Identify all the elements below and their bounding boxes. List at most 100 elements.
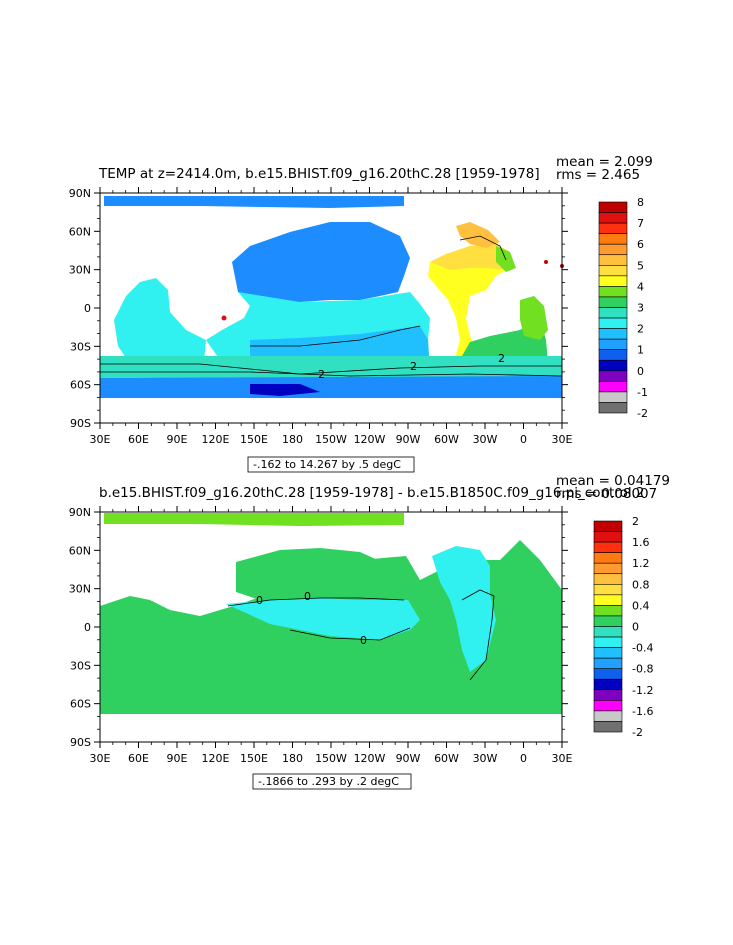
contour-label: 0 <box>360 634 367 647</box>
colorbar-swatch <box>593 636 623 648</box>
colorbar-swatch <box>598 328 628 340</box>
lat-label: 30N <box>69 264 91 277</box>
contour-label: 2 <box>410 360 417 373</box>
labrador-sea-region <box>456 222 500 248</box>
panel-2-map: 0 0 0 <box>100 513 562 714</box>
colorbar-swatch <box>598 391 628 403</box>
colorbar-swatch <box>593 710 623 722</box>
colorbar-label: -1 <box>637 386 648 399</box>
colorbar-label: 7 <box>637 217 644 230</box>
colorbar-swatch <box>593 678 623 691</box>
lon-label: 150W <box>315 433 347 446</box>
colorbar-label: 8 <box>637 196 644 209</box>
colorbar-label: 1.6 <box>632 536 650 549</box>
colorbar-swatch <box>598 381 628 393</box>
lon-label: 0 <box>520 752 527 765</box>
colorbar-swatch <box>593 668 623 680</box>
deep-cold-patch <box>250 384 320 396</box>
lon-label: 30E <box>552 433 573 446</box>
lon-label: 60W <box>434 433 459 446</box>
panel-2-rms: rms = 0.08007 <box>556 486 657 502</box>
contour-line <box>250 325 421 347</box>
colorbar-label: 0.8 <box>632 578 650 591</box>
lon-label: 60E <box>128 433 149 446</box>
panel-1: TEMP at z=2414.0m, b.e15.BHIST.f09_g16.2… <box>69 154 653 473</box>
colorbar-swatch <box>593 562 623 575</box>
lat-label: 90S <box>70 736 91 749</box>
contour-label: 2 <box>318 368 325 381</box>
lon-label: 30E <box>90 433 111 446</box>
panel-2-axes: 30E 60E 90E 120E 150E 180 150W 120W 90W 60W 30W 0 30… <box>69 506 573 765</box>
panel-1-info-box <box>247 456 415 473</box>
lon-label: 60E <box>128 752 149 765</box>
colorbar-swatch <box>593 689 623 701</box>
lat-label: 60S <box>70 698 91 711</box>
lon-label: 150E <box>240 752 268 765</box>
colorbar-swatch <box>593 594 623 606</box>
colorbar-swatch <box>593 626 623 638</box>
east-atlantic-region <box>520 296 548 340</box>
colorbar-label: -0.4 <box>632 642 653 655</box>
colorbar-label: -1.2 <box>632 684 653 697</box>
lon-label: 30E <box>552 752 573 765</box>
colorbar-label: 0.4 <box>632 599 650 612</box>
colorbar-label: -2 <box>637 407 648 420</box>
lat-label: 30S <box>70 659 91 672</box>
lat-label: 30N <box>69 583 91 596</box>
colorbar-swatch <box>598 222 628 234</box>
lat-label: 60S <box>70 379 91 392</box>
colorbar-label: 5 <box>637 259 644 272</box>
colorbar-label: 3 <box>637 302 644 315</box>
colorbar-swatch <box>593 531 623 543</box>
colorbar-swatch <box>598 307 628 319</box>
north-atlantic-region <box>430 244 510 270</box>
colorbar-swatch <box>598 201 628 213</box>
colorbar-swatch <box>598 264 628 277</box>
lat-label: 0 <box>84 621 91 634</box>
atlantic-warm-region <box>428 244 510 362</box>
contour-line <box>289 627 411 641</box>
contour-line <box>100 363 562 375</box>
lon-label: 60W <box>434 752 459 765</box>
colorbar-label: 1.2 <box>632 557 650 570</box>
colorbar-swatch <box>593 583 623 596</box>
contour-label: 0 <box>256 594 263 607</box>
colorbar-swatch <box>593 657 623 670</box>
atlantic-anomaly-region <box>432 546 496 672</box>
colorbar-swatch <box>598 349 628 361</box>
north-pacific-region <box>232 222 410 304</box>
colorbar-label: 0 <box>632 621 639 634</box>
lat-label: 90N <box>69 506 91 519</box>
lat-label: 90S <box>70 417 91 430</box>
lon-label: 0 <box>520 433 527 446</box>
contour-line <box>100 371 563 377</box>
colorbar-swatch <box>593 552 623 564</box>
lon-label: 180 <box>282 752 303 765</box>
panel-2-mean: mean = 0.04179 <box>556 473 670 489</box>
panel-2-contour-info: -.1866 to .293 by .2 degC <box>258 775 399 788</box>
contour-line <box>227 597 405 607</box>
colorbar-swatch <box>593 721 623 733</box>
lon-label: 150W <box>315 752 347 765</box>
panel-2-colorbar: 2 1.6 1.2 0.8 0.4 0 -0.4 -0.8 -1.2 -1.6 -2 <box>593 515 653 739</box>
lon-label: 90E <box>167 752 188 765</box>
colorbar-swatch <box>593 700 623 712</box>
colorbar-swatch <box>598 338 628 350</box>
lat-label: 0 <box>84 302 91 315</box>
panel-1-map: 2 2 2 <box>100 196 564 398</box>
colorbar-swatch <box>593 647 623 659</box>
red-spot-indo <box>221 315 227 321</box>
colorbar-swatch <box>598 212 628 224</box>
colorbar-swatch <box>598 286 628 298</box>
contour-line <box>459 235 507 261</box>
tropical-pacific-region <box>226 598 420 640</box>
colorbar-label: -0.8 <box>632 663 653 676</box>
lon-label: 120E <box>202 433 230 446</box>
panel-1-rms: rms = 2.465 <box>556 167 640 183</box>
colorbar-swatch <box>593 615 623 627</box>
panel-2: b.e15.BHIST.f09_g16.20thC.28 [1959-1978]… <box>69 473 670 790</box>
lon-label: 120E <box>202 752 230 765</box>
panel-1-colorbar: 8 7 6 5 4 3 2 1 0 -1 -2 <box>598 196 648 420</box>
colorbar-label: 4 <box>637 280 644 293</box>
